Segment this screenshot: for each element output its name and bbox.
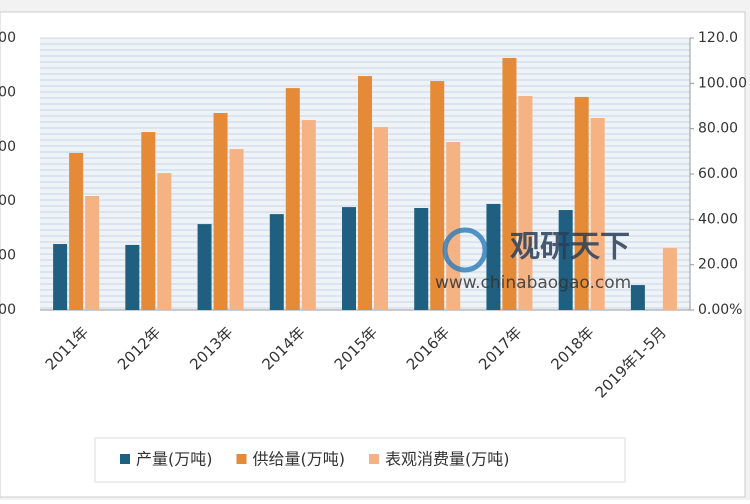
left-tick-label: 00	[0, 84, 16, 100]
left-tick-label: 00	[0, 30, 16, 46]
left-tick-label: 00	[0, 302, 16, 318]
y-tick-label: 0.00%	[698, 302, 742, 318]
bar	[85, 195, 100, 310]
watermark-url: www.chinabaogao.com	[435, 273, 631, 293]
bar	[430, 81, 445, 310]
y-tick-label: 80.00	[698, 121, 738, 137]
bar	[374, 127, 388, 310]
bar	[197, 224, 212, 310]
y-tick-label: 60.00	[698, 166, 738, 182]
bar	[502, 57, 517, 310]
watermark-title: 观研天下	[510, 230, 630, 265]
bar	[342, 207, 356, 310]
bar	[486, 203, 501, 310]
bar	[141, 132, 156, 310]
left-tick-label: 00	[0, 139, 16, 155]
y-tick-label: 40.00	[698, 211, 738, 227]
bar	[229, 149, 244, 310]
bar	[285, 88, 300, 311]
bar	[125, 244, 140, 310]
legend-swatch	[236, 454, 247, 464]
bar	[53, 244, 68, 310]
left-tick-label: 00	[0, 248, 16, 264]
bar	[69, 152, 84, 310]
legend-label: 供给量(万吨)	[253, 450, 346, 469]
legend	[94, 437, 626, 483]
y-tick-label: 100.00	[698, 75, 747, 91]
y-tick-label: 120.0	[698, 30, 738, 46]
legend-swatch	[369, 454, 379, 464]
bar	[269, 214, 284, 310]
left-tick-label: 00	[0, 193, 16, 209]
bar	[630, 285, 645, 310]
legend-label: 表观消费量(万吨)	[385, 450, 510, 469]
bar	[590, 118, 605, 310]
bar	[518, 96, 533, 310]
bar	[301, 120, 316, 310]
y-tick-label: 20.00	[698, 257, 738, 273]
bar	[558, 210, 573, 310]
bar	[157, 173, 172, 310]
bar	[414, 208, 429, 310]
watermark-logo	[442, 227, 488, 273]
bar	[662, 247, 677, 310]
legend-swatch	[120, 454, 130, 464]
bar	[574, 96, 589, 310]
legend-label: 产量(万吨)	[136, 450, 213, 469]
bar	[358, 76, 372, 310]
bar	[213, 113, 228, 310]
